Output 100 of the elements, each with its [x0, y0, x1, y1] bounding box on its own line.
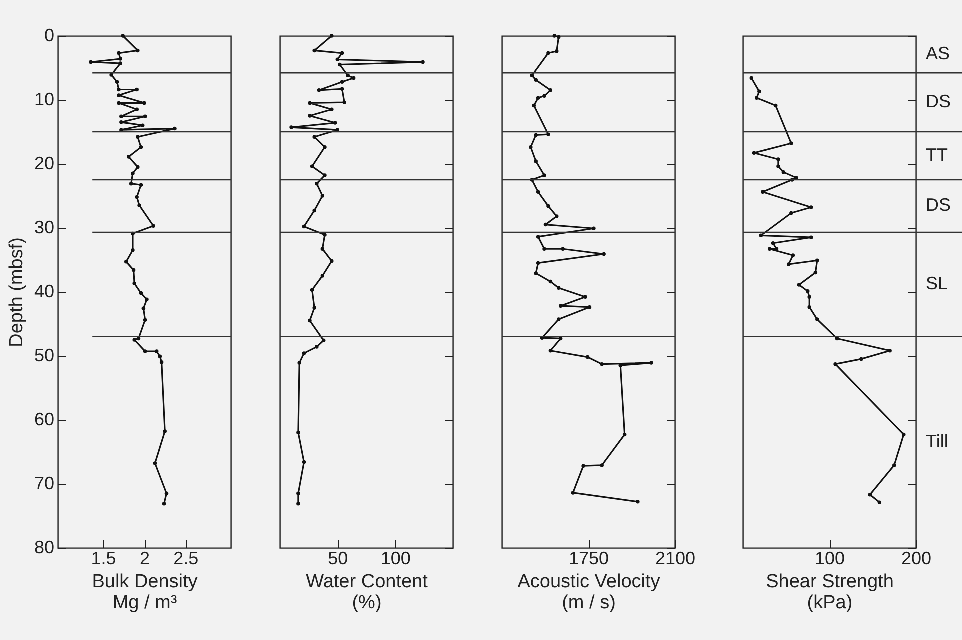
point	[120, 128, 124, 132]
point	[548, 349, 553, 353]
point	[164, 492, 169, 496]
point	[152, 224, 156, 228]
point	[546, 51, 550, 56]
point	[529, 145, 533, 150]
point	[758, 90, 762, 94]
point	[536, 235, 540, 239]
point	[121, 34, 125, 38]
point	[142, 101, 146, 106]
point	[790, 211, 794, 216]
point	[814, 270, 818, 275]
text: SL	[926, 274, 948, 294]
point	[816, 258, 820, 263]
point	[352, 76, 356, 80]
point	[315, 345, 319, 349]
point	[776, 164, 780, 168]
point	[340, 80, 344, 84]
x-tick-label: 100	[380, 548, 411, 568]
y-tick-label: 50	[34, 346, 54, 366]
point	[310, 288, 314, 292]
point	[117, 101, 121, 106]
point	[759, 234, 764, 238]
point	[902, 432, 906, 437]
point	[110, 73, 114, 77]
y-tick-label: 10	[34, 90, 54, 110]
y-tick-label: 0	[44, 26, 54, 46]
point	[782, 170, 786, 174]
point	[761, 190, 765, 194]
point	[816, 318, 820, 322]
point	[308, 318, 312, 323]
point	[120, 120, 124, 124]
point	[809, 206, 814, 210]
point	[145, 298, 149, 302]
x-tick-label: 2.5	[174, 548, 199, 568]
point	[117, 88, 121, 92]
point	[317, 88, 322, 92]
point	[173, 126, 177, 131]
point	[776, 158, 780, 162]
point	[131, 248, 135, 252]
x-tick-label: 1.5	[91, 548, 116, 568]
point	[310, 164, 314, 168]
point	[584, 295, 588, 299]
point	[340, 51, 344, 56]
point	[308, 114, 312, 118]
y-tick-label: 20	[34, 154, 54, 174]
point	[124, 260, 128, 264]
point	[650, 361, 654, 365]
point	[860, 357, 864, 362]
text: DS	[926, 195, 952, 216]
point	[556, 286, 561, 290]
point	[342, 100, 346, 104]
point	[548, 88, 553, 92]
point	[888, 349, 892, 353]
point	[135, 108, 139, 112]
x-tick-label: 200	[901, 548, 932, 568]
point	[421, 60, 425, 64]
point	[135, 195, 139, 200]
x-tick-label: 2100	[655, 548, 696, 568]
point	[131, 172, 135, 176]
point	[132, 282, 136, 286]
point	[323, 174, 327, 178]
text: AS	[926, 44, 950, 64]
point	[544, 222, 548, 227]
point	[296, 492, 300, 496]
point	[136, 48, 140, 53]
point	[797, 283, 802, 287]
point	[536, 261, 540, 266]
point	[636, 500, 640, 504]
point	[132, 268, 136, 272]
point	[132, 338, 136, 342]
point	[312, 48, 316, 53]
point	[330, 259, 334, 264]
point	[136, 165, 140, 170]
point	[809, 236, 814, 240]
point	[333, 121, 338, 125]
point	[600, 464, 604, 468]
point	[160, 360, 164, 364]
point	[139, 183, 144, 187]
point	[330, 34, 334, 38]
point	[140, 124, 145, 128]
point	[532, 104, 536, 108]
point	[135, 88, 139, 92]
point	[588, 305, 592, 310]
point	[126, 155, 131, 159]
y-tick-label: 60	[34, 410, 54, 430]
point	[791, 254, 796, 258]
point	[534, 160, 538, 164]
point	[892, 464, 896, 468]
point	[774, 104, 778, 108]
x-axis-title: Bulk Density Mg / m³	[92, 572, 198, 614]
point	[336, 58, 340, 62]
x-axis-title: Water Content (%)	[306, 572, 429, 614]
point	[622, 432, 627, 437]
point	[315, 182, 319, 186]
point	[312, 208, 316, 213]
point	[320, 194, 325, 198]
y-tick-label: 30	[34, 218, 54, 238]
point	[320, 247, 325, 251]
y-axis-title: Depth (mbsf)	[6, 238, 28, 348]
